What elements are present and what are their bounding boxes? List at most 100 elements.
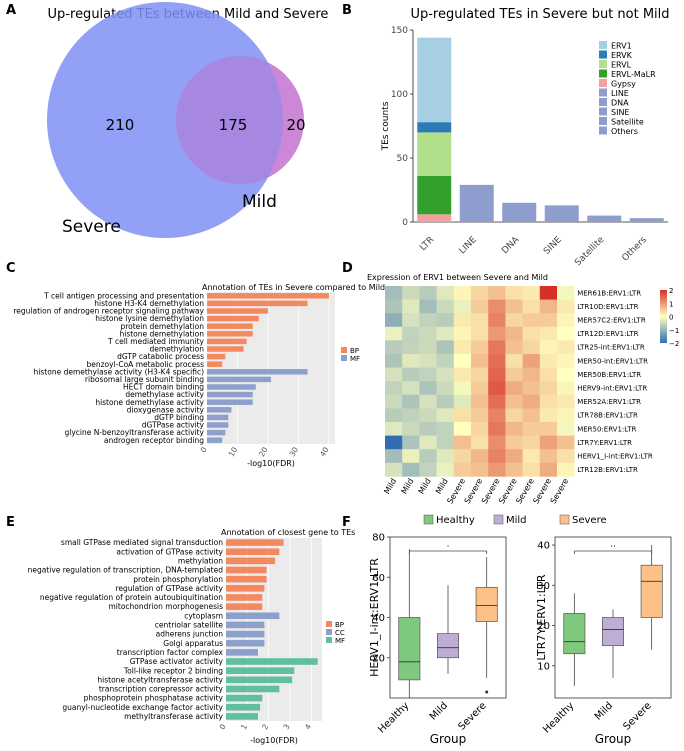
panel-label-D: D — [342, 261, 353, 276]
heatmap-cell — [419, 408, 437, 423]
heatmap-cell — [557, 340, 575, 355]
heatmap-cell — [522, 299, 541, 314]
heatmap-cell — [385, 435, 403, 450]
heatmap-cell — [436, 381, 455, 396]
legend-label: MF — [350, 355, 360, 363]
heatmap-cell — [557, 394, 575, 409]
heatmap-cell — [471, 462, 489, 477]
legend-label: SINE — [611, 108, 629, 117]
heatmap-row-label: HERV1_I-int:ERV1:LTR — [577, 453, 653, 461]
heatmap-cell — [385, 340, 403, 355]
heatmap-row-label: LTR78B:ERV1:LTR — [577, 412, 638, 420]
heatmap-col-label: Mild — [417, 477, 433, 496]
heatmap-cell — [505, 394, 523, 409]
bar-label: methylation — [178, 556, 223, 565]
heatmap-cell — [522, 394, 541, 409]
legend-label: Healthy — [436, 515, 475, 526]
heatmap-cell — [402, 422, 420, 436]
bar — [226, 566, 267, 574]
bar-label: mitochondrion morphogenesis — [108, 602, 223, 611]
heatmap-cell — [453, 354, 472, 368]
box — [475, 586, 498, 622]
heatmap-cell — [505, 449, 523, 464]
x-tick-label: Others — [620, 235, 649, 264]
bar — [207, 361, 223, 367]
heatmap-cell — [385, 422, 403, 436]
y-axis-label: TEs counts — [381, 101, 391, 151]
y-tick-label: 60 — [372, 573, 385, 584]
heatmap-cell — [385, 394, 403, 409]
heatmap-cell — [419, 286, 437, 300]
panel-label-B: B — [342, 3, 352, 18]
y-tick-label: 40 — [372, 613, 385, 624]
heatmap-cell — [402, 435, 420, 450]
y-tick-label: 20 — [537, 621, 550, 632]
plot-area — [413, 30, 668, 222]
heatmap-cell — [539, 326, 558, 341]
heatmap-cell — [522, 313, 541, 328]
bar-label: demethylase activity — [125, 390, 204, 399]
chart-te-counts: Up-regulated TEs in Severe but not Mild 0… — [381, 7, 670, 268]
legend-swatch — [599, 107, 607, 116]
bar-label: transcription factor complex — [117, 648, 224, 657]
bar-label: protein demethylation — [120, 322, 204, 331]
bar — [226, 603, 263, 610]
legend-label: Others — [611, 127, 638, 136]
bar — [207, 353, 226, 360]
legend-swatch — [599, 88, 607, 97]
legend-label: Mild — [506, 515, 527, 526]
y-tick-label: 150 — [391, 26, 408, 36]
x-axis-label: -log10(FDR) — [250, 736, 298, 745]
legend-swatch — [326, 629, 332, 635]
y-tick-label: 20 — [372, 653, 385, 664]
heatmap-cell — [402, 394, 420, 409]
bar-label: centriolar satellite — [155, 621, 224, 630]
bar-segment — [502, 202, 537, 222]
heatmap-row-label: MER50-int:ERV1:LTR — [577, 357, 648, 365]
heatmap-cell — [385, 313, 403, 328]
heatmap-cell — [488, 367, 506, 382]
heatmap-row-label: LTR12D:ERV1:LTR — [577, 330, 638, 338]
bar — [207, 384, 256, 390]
heatmap-cell — [488, 394, 506, 409]
boxplot-1: 20 40 60 80 HERV1_I-int:ERV1:LTR Healthy Mild S… — [368, 533, 507, 746]
heatmap-cell — [419, 449, 437, 464]
heatmap-cell — [385, 326, 403, 341]
bar-label: histone acetyltransferase activity — [97, 675, 223, 684]
heatmap-cell — [539, 340, 558, 355]
heatmap-cell — [471, 340, 489, 355]
heatmap-row-label: MER52A:ERV1:LTR — [577, 398, 641, 406]
heatmap-cell — [522, 381, 541, 396]
heatmap-cell — [471, 381, 489, 396]
venn-overlap — [176, 56, 304, 184]
heatmap-cell — [436, 326, 455, 341]
bar — [207, 331, 253, 337]
bar-label: negative regulation of protein autoubiqu… — [40, 593, 223, 602]
bar-label: demethylation — [150, 345, 205, 354]
bar-label: histone demethylase activity — [95, 398, 204, 407]
bar — [207, 414, 229, 421]
boxplot-legend: Healthy Mild Severe — [423, 514, 607, 526]
heatmap-cell — [402, 367, 420, 382]
heatmap-cell — [453, 449, 472, 464]
venn-count-severe-only: 210 — [106, 116, 135, 134]
bar-label: glycine N-benzoyltransferase activity — [64, 428, 204, 437]
heatmap-cell — [539, 408, 558, 423]
heatmap-cell — [488, 462, 506, 477]
heatmap-row-label: LTR7Y:ERV1:LTR — [577, 439, 632, 447]
bar — [226, 649, 258, 656]
heatmap-row-label: MER57C2:ERV1:LTR — [577, 317, 646, 325]
heatmap-cell — [557, 422, 575, 436]
legend-swatch — [599, 117, 607, 125]
x-tick-label: 4 — [303, 722, 313, 731]
heatmap-cell — [505, 381, 523, 396]
bar — [226, 658, 318, 665]
heatmap-cell — [505, 354, 523, 368]
heatmap-cell — [419, 326, 437, 341]
heatmap-cell — [557, 435, 575, 450]
legend-label: ERVL-MaLR — [611, 70, 656, 79]
outlier-point — [485, 690, 489, 694]
heatmap-cell — [436, 422, 455, 436]
bar — [226, 639, 265, 647]
scale-tick-label: 2 — [669, 287, 673, 295]
